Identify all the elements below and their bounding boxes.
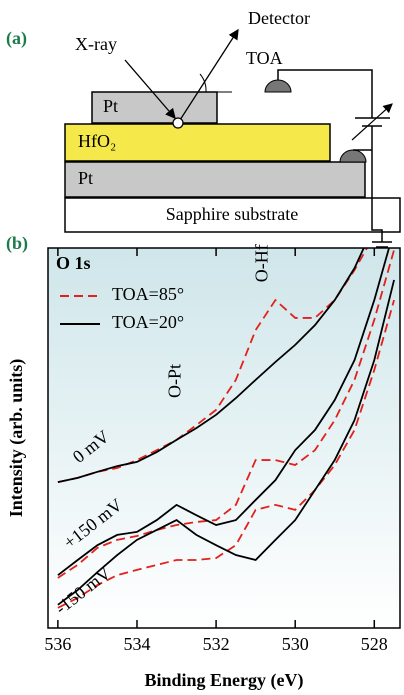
- variable-arrow: [351, 103, 393, 141]
- spot: [172, 117, 184, 129]
- legend-label: TOA=85°: [112, 284, 184, 304]
- plot: [57, 248, 395, 609]
- xray-arrow: [124, 59, 176, 119]
- data-line: [57, 249, 395, 579]
- circuit: [277, 69, 392, 253]
- annotation: O-Hf: [252, 244, 272, 282]
- layer: [91, 91, 218, 124]
- detector-arrow: [179, 28, 239, 121]
- x-tick-label: 530: [282, 634, 309, 654]
- electrode: [264, 79, 292, 93]
- x-axis-label: Binding Energy (eV): [144, 670, 303, 691]
- annotation: O-Pt: [165, 364, 185, 398]
- layer-label: Pt: [78, 168, 93, 188]
- data-line: [57, 248, 390, 576]
- frame: [47, 247, 401, 629]
- panel-label: (b): [6, 233, 28, 254]
- layer: [64, 123, 331, 162]
- detector-label: Detector: [248, 8, 310, 28]
- layer-label: HfO₂: [78, 131, 116, 151]
- panel-label: (a): [6, 28, 27, 49]
- chart-title: O 1s: [56, 253, 91, 273]
- x-tick-label: 534: [123, 634, 150, 654]
- layer: [64, 161, 366, 198]
- layer: [64, 197, 401, 233]
- layer-label: Sapphire substrate: [166, 204, 298, 224]
- electrode: [339, 149, 367, 163]
- x-tick-label: 528: [361, 634, 388, 654]
- electrode-label: TOA: [246, 48, 283, 68]
- xray-label: X-ray: [75, 34, 117, 54]
- layer-label: Pt: [103, 96, 118, 116]
- x-tick-label: 536: [44, 634, 71, 654]
- angle: [180, 73, 232, 93]
- data-line: [57, 299, 395, 609]
- x-tick-label: 532: [203, 634, 230, 654]
- y-axis-label: Intensity (arb. units): [6, 359, 27, 518]
- legend-label: TOA=20°: [112, 312, 184, 332]
- data-line: [57, 248, 365, 483]
- data-line: [57, 279, 395, 606]
